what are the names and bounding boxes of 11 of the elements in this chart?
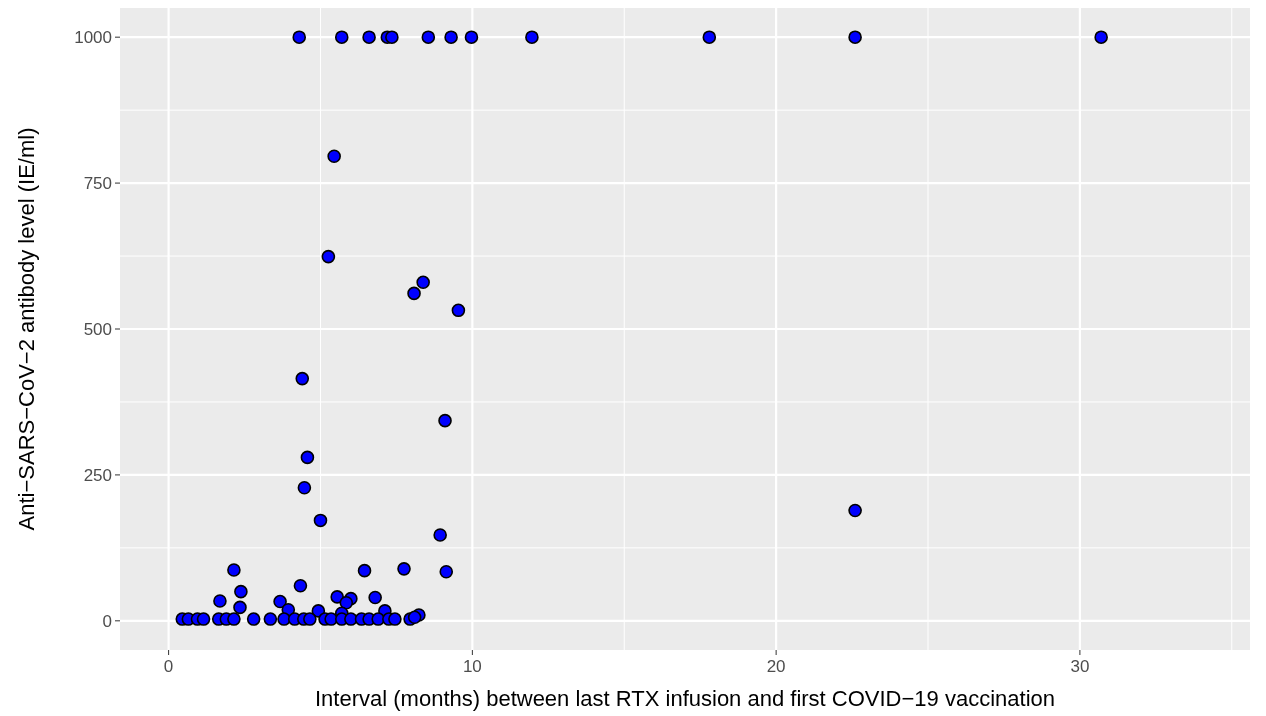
x-tick-label: 20 [766, 657, 786, 676]
x-tick-label: 30 [1070, 657, 1090, 676]
y-tick-label: 250 [83, 465, 112, 485]
y-tick-label: 0 [102, 611, 112, 631]
x-tick-label: 10 [462, 657, 482, 676]
y-tick-label: 750 [83, 174, 112, 194]
x-axis-title: Interval (months) between last RTX infusion and first COVID−19 vaccination [315, 686, 1055, 711]
y-tick-label: 1000 [74, 28, 112, 48]
y-tick-label: 500 [83, 319, 112, 339]
x-tick-label: 0 [163, 657, 174, 676]
y-axis-title: Anti−SARS−CoV−2 antibody level (IE/ml) [14, 127, 39, 531]
